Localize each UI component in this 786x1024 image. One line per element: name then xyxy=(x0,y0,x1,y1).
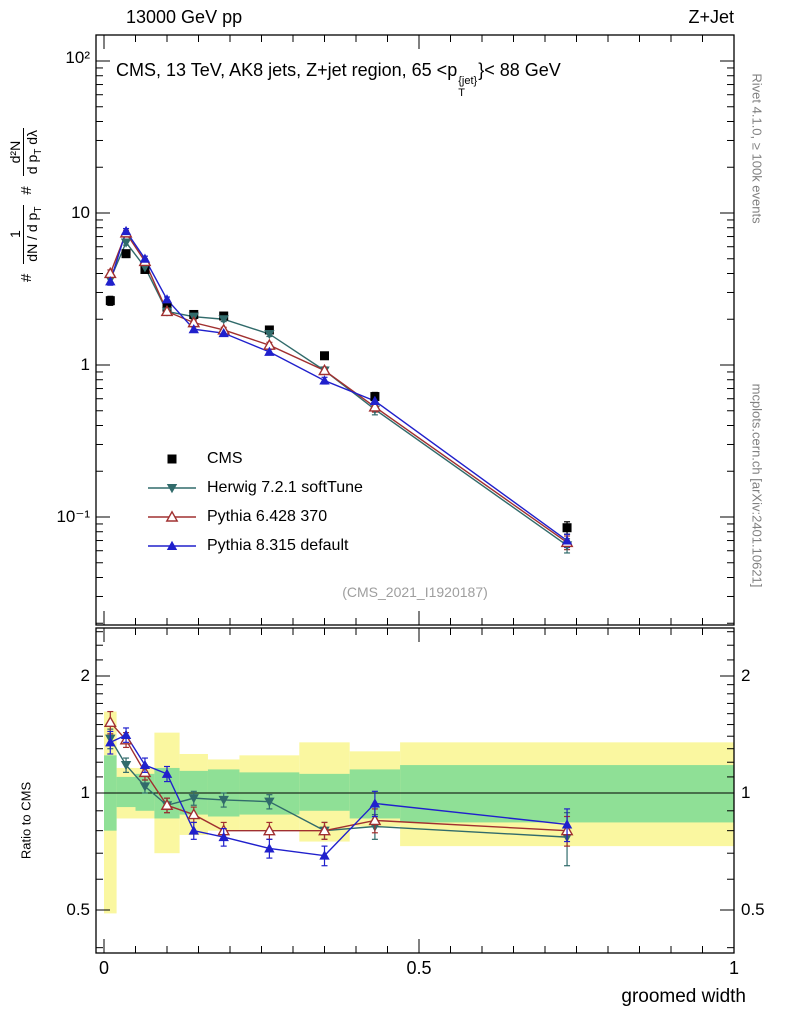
legend-marker-icon xyxy=(148,509,196,522)
ratio-ytick-05-right: 0.5 xyxy=(741,900,765,919)
ytick-1: 1 xyxy=(80,355,90,374)
ratio-ytick-2-right: 2 xyxy=(741,666,751,685)
ylabel-hash-1: # xyxy=(17,273,35,283)
legend-item: Herwig 7.2.1 softTune xyxy=(146,473,363,502)
ratio-ytick-1-left: 1 xyxy=(80,783,90,802)
legend-label: Pythia 8.315 default xyxy=(207,536,349,554)
legend-label: CMS xyxy=(207,449,243,467)
ratio-ytick-2-left: 2 xyxy=(80,666,90,685)
xtick-0: 0 xyxy=(98,958,109,978)
legend-marker-icon xyxy=(148,483,196,493)
pt-jet-symbol: {jet} T xyxy=(458,75,478,99)
ytick-1e-1: 10⁻¹ xyxy=(56,507,90,526)
ratio-ytick-05-left: 0.5 xyxy=(66,900,90,919)
legend-item: Pythia 6.428 370 xyxy=(146,502,363,531)
ylabel-hash-2: # xyxy=(17,186,35,195)
ratio-axis-label: Ratio to CMS xyxy=(18,781,34,860)
ylabel-fraction-2: d²N d pT dλ xyxy=(7,127,45,177)
header-beam-energy: 13000 GeV pp xyxy=(126,7,243,27)
legend-label: Pythia 6.428 370 xyxy=(207,507,328,525)
ratio-ytick-1-right: 1 xyxy=(741,783,751,802)
ytick-1e2: 10² xyxy=(65,48,90,67)
legend-label: Herwig 7.2.1 softTune xyxy=(207,478,363,496)
legend: CMS Herwig 7.2.1 softTune Pythia 6.428 370… xyxy=(146,444,363,560)
header-process: Z+Jet xyxy=(688,7,734,27)
legend-item: CMS xyxy=(146,444,363,473)
legend-item: Pythia 8.315 default xyxy=(146,531,363,560)
x-axis-label: groomed width xyxy=(621,986,746,1007)
xtick-05: 0.5 xyxy=(406,958,432,978)
analysis-id-watermark: (CMS_2021_I1920187) xyxy=(342,584,488,600)
legend-marker-icon xyxy=(167,454,177,463)
legend-marker-icon xyxy=(148,540,196,550)
rivet-version-note: Rivet 4.1.0, ≥ 100k events xyxy=(749,73,765,224)
plot-title-text: CMS, 13 TeV, AK8 jets, Z+jet region, 65 … xyxy=(116,60,458,80)
ytick-1e1: 10 xyxy=(71,203,90,222)
plot-title: CMS, 13 TeV, AK8 jets, Z+jet region, 65 … xyxy=(116,60,561,99)
mcplots-reference-note: mcplots.cern.ch [arXiv:2401.10621] xyxy=(749,383,765,588)
xtick-1: 1 xyxy=(728,958,739,978)
